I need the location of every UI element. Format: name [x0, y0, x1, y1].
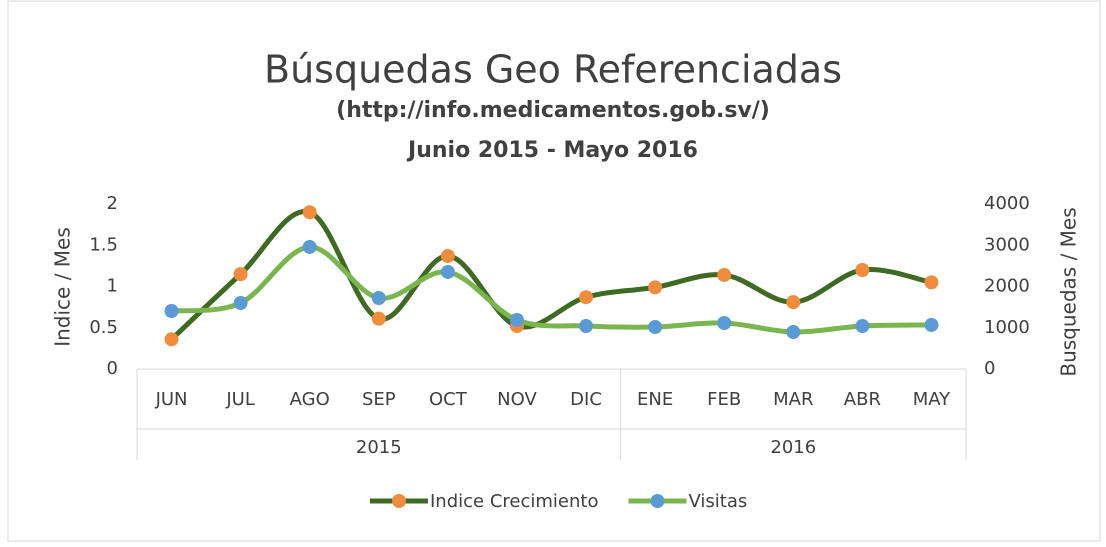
data-point: [855, 319, 870, 334]
y2-tick-label: 1000: [984, 317, 1030, 338]
x-tick-label: ENE: [637, 389, 673, 410]
data-point: [855, 263, 870, 277]
chart-subtitle: Junio 2015 - Mayo 2016: [406, 138, 698, 163]
legend-marker: [392, 494, 406, 508]
x-tick-label: MAY: [913, 389, 951, 410]
data-point: [164, 304, 179, 319]
x-tick-label: MAR: [773, 389, 813, 410]
x-tick-label: ABR: [844, 389, 881, 410]
data-point: [302, 205, 317, 220]
x-tick-label: FEB: [707, 389, 741, 410]
x-group-label: 2016: [770, 437, 816, 458]
data-point: [371, 291, 386, 306]
y-tick-label: 0.5: [89, 317, 118, 338]
data-point: [786, 324, 801, 339]
legend-label: Indice Crecimiento: [430, 491, 598, 512]
y2-tick-label: 3000: [984, 234, 1030, 255]
y2-tick-label: 0: [984, 358, 995, 379]
legend-marker: [650, 494, 665, 508]
x-tick-label: OCT: [429, 389, 468, 410]
x-tick-label: DIC: [570, 389, 602, 410]
data-point: [164, 332, 179, 347]
x-tick-label: SEP: [362, 389, 396, 410]
data-point: [509, 312, 524, 327]
data-point: [648, 320, 663, 335]
x-tick-label: AGO: [290, 389, 330, 410]
y2-tick-label: 2000: [984, 276, 1030, 297]
data-point: [924, 275, 939, 290]
data-point: [786, 295, 801, 310]
legend-label: Visitas: [688, 491, 747, 512]
data-point: [440, 248, 455, 263]
y-tick-label: 0: [107, 358, 118, 379]
y-tick-label: 2: [107, 193, 118, 214]
y-tick-label: 1: [107, 276, 118, 297]
data-point: [648, 280, 663, 295]
x-group-label: 2015: [356, 437, 402, 458]
y2-axis-label: Busquedas / Mes: [1057, 207, 1081, 376]
chart-title: Búsquedas Geo Referenciadas: [264, 48, 842, 92]
y-tick-label: 1.5: [89, 234, 118, 255]
data-point: [371, 311, 386, 326]
data-point: [302, 239, 317, 254]
y-axis-label: Indice / Mes: [51, 227, 75, 347]
data-point: [233, 296, 248, 310]
chart-border: [7, 0, 1101, 542]
data-point: [233, 267, 248, 282]
x-tick-label: NOV: [497, 389, 537, 410]
data-point: [717, 267, 732, 282]
x-tick-label: JUL: [225, 389, 255, 410]
x-tick-label: JUN: [155, 389, 188, 410]
data-point: [579, 319, 594, 334]
data-point: [440, 264, 455, 279]
data-point: [717, 316, 732, 331]
data-point: [924, 317, 939, 332]
y2-tick-label: 4000: [984, 193, 1030, 214]
data-point: [579, 290, 594, 305]
chart-subtitle: (http://info.medicamentos.gob.sv/): [336, 98, 770, 123]
